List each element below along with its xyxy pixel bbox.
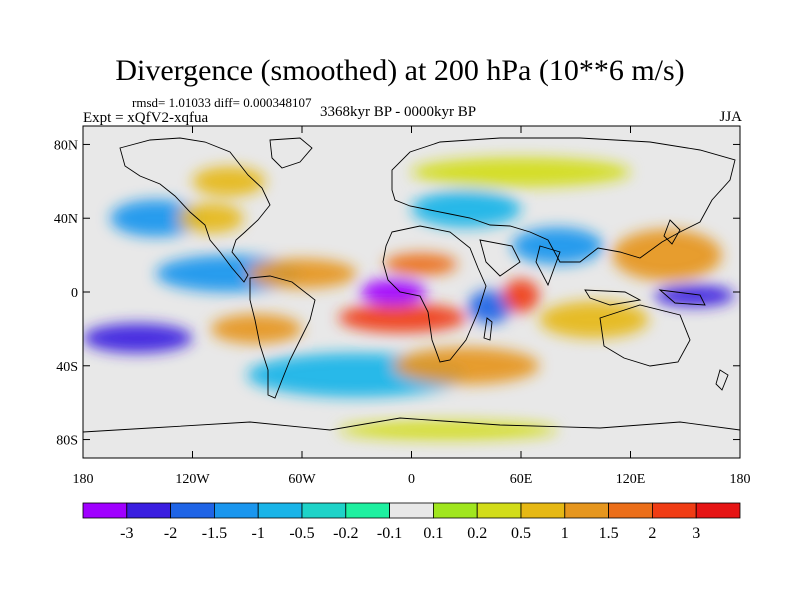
colorbar-label: -2: [164, 525, 177, 542]
colorbar-label: -1.5: [202, 525, 227, 542]
divergence-field: [83, 157, 735, 440]
colorbar-label: -1: [252, 525, 265, 542]
field-anomaly-1: [411, 157, 631, 187]
colorbar: -3 -2 -1.5 -1 -0.5 -0.2 -0.1 0.1 0.2 0.5 1 1.5 2 3: [82, 502, 741, 542]
field-anomaly-18: [654, 284, 735, 307]
colorbar-swatch-10: [520, 502, 566, 519]
colorbar-label: -0.1: [377, 525, 402, 542]
x-tick-label: 60E: [510, 472, 533, 487]
x-tick-label: 60W: [288, 472, 316, 487]
colorbar-label: 0.2: [467, 525, 487, 542]
y-tick-label: 80N: [54, 138, 78, 153]
chart-title: Divergence (smoothed) at 200 hPa (10**6 …: [115, 54, 685, 87]
x-axis: 180 120W 60W 0 60E 120E 180: [73, 126, 751, 487]
colorbar-swatch-4: [257, 502, 303, 519]
field-anomaly-6: [177, 203, 244, 233]
x-tick-label: 0: [408, 472, 415, 487]
y-tick-label: 0: [71, 286, 78, 301]
colorbar-swatch-11: [564, 502, 609, 519]
field-anomaly-8: [511, 227, 604, 265]
colorbar-swatch-8: [432, 502, 478, 519]
experiment-label: Expt = xQfV2-xqfua: [83, 110, 209, 126]
colorbar-label: 0.1: [423, 525, 443, 542]
colorbar-label: 0.5: [511, 525, 531, 542]
y-axis: 80N 40N 0 40S 80S: [54, 138, 740, 449]
period-label: 3368kyr BP - 0000kyr BP: [320, 104, 477, 120]
colorbar-swatch-13: [652, 502, 697, 519]
colorbar-label: 2: [648, 525, 656, 542]
colorbar-swatch-6: [345, 502, 390, 519]
colorbar-label: 1: [561, 525, 569, 542]
colorbar-swatch-3: [213, 502, 259, 519]
field-anomaly-20: [360, 279, 427, 305]
field-anomaly-16: [83, 323, 193, 353]
colorbar-label: 3: [692, 525, 700, 542]
field-anomaly-14: [468, 290, 512, 324]
x-tick-label: 120W: [175, 472, 210, 487]
field-anomaly-5: [110, 199, 202, 237]
x-tick-label: 120E: [616, 472, 646, 487]
field-anomaly-19: [502, 279, 540, 313]
colorbar-swatch-2: [170, 502, 215, 519]
colorbar-label: -3: [120, 525, 133, 542]
field-anomaly-2: [411, 190, 521, 228]
colorbar-label: 1.5: [599, 525, 619, 542]
colorbar-swatch-1: [126, 502, 172, 519]
colorbar-swatch-14: [695, 502, 741, 519]
colorbar-swatch-12: [608, 502, 653, 519]
x-tick-label: 180: [73, 472, 94, 487]
colorbar-swatch-0: [82, 502, 128, 519]
field-anomaly-0: [338, 421, 558, 440]
season-label: JJA: [719, 109, 742, 125]
colorbar-swatch-9: [476, 502, 522, 519]
field-anomaly-12: [247, 258, 357, 289]
field-anomaly-15: [384, 253, 458, 276]
field-anomaly-9: [393, 347, 540, 385]
field-anomaly-11: [612, 229, 722, 281]
colorbar-swatch-5: [301, 502, 347, 519]
colorbar-label: -0.5: [289, 525, 314, 542]
y-tick-label: 80S: [56, 434, 78, 449]
y-tick-label: 40S: [56, 360, 78, 375]
colorbar-label: -0.2: [333, 525, 358, 542]
colorbar-swatch-7: [389, 502, 434, 519]
coastlines: [83, 137, 740, 433]
field-anomaly-17: [338, 303, 467, 333]
y-tick-label: 40N: [54, 212, 78, 227]
stats-label: rmsd= 1.01033 diff= 0.000348107: [132, 95, 312, 110]
x-tick-label: 180: [730, 472, 751, 487]
field-anomaly-7: [539, 301, 649, 339]
